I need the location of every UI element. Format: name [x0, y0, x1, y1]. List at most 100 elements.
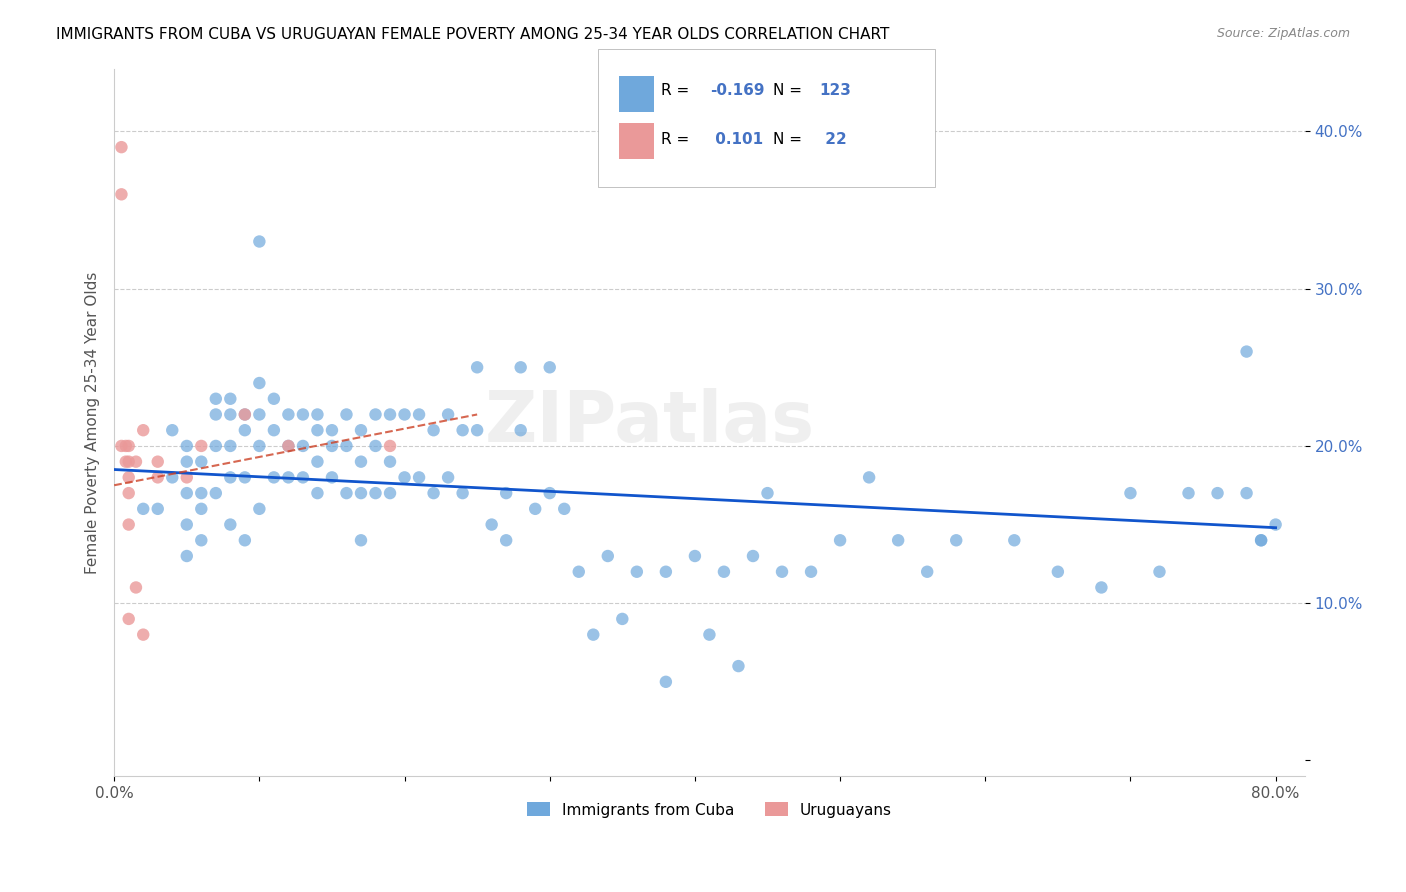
- Point: [110, 187, 132, 202]
- Point: [335, 408, 357, 422]
- Point: [1236, 486, 1258, 500]
- Point: [176, 486, 198, 500]
- Point: [378, 455, 401, 469]
- Point: [307, 408, 329, 422]
- Point: [247, 501, 270, 516]
- Text: Source: ZipAtlas.com: Source: ZipAtlas.com: [1216, 27, 1350, 40]
- Point: [350, 533, 373, 548]
- Point: [110, 439, 132, 453]
- Point: [378, 439, 401, 453]
- Point: [190, 439, 212, 453]
- Point: [190, 501, 212, 516]
- Point: [378, 486, 401, 500]
- Point: [233, 423, 256, 437]
- Point: [146, 455, 169, 469]
- Point: [277, 408, 299, 422]
- Text: 123: 123: [820, 84, 852, 98]
- Point: [509, 360, 531, 375]
- Point: [204, 486, 226, 500]
- Point: [364, 408, 387, 422]
- Point: [263, 392, 285, 406]
- Point: [277, 470, 299, 484]
- Point: [118, 517, 141, 532]
- Point: [118, 486, 141, 500]
- Point: [263, 470, 285, 484]
- Point: [125, 581, 148, 595]
- Point: [422, 486, 444, 500]
- Point: [321, 470, 343, 484]
- Text: N =: N =: [773, 132, 807, 146]
- Point: [233, 470, 256, 484]
- Point: [465, 360, 488, 375]
- Point: [204, 408, 226, 422]
- Text: -0.169: -0.169: [710, 84, 765, 98]
- Point: [626, 565, 648, 579]
- Point: [162, 470, 184, 484]
- Point: [451, 423, 474, 437]
- Point: [538, 486, 561, 500]
- Point: [204, 392, 226, 406]
- Point: [114, 439, 136, 453]
- Point: [582, 627, 605, 641]
- Point: [378, 408, 401, 422]
- Point: [422, 423, 444, 437]
- Point: [394, 408, 416, 422]
- Point: [683, 549, 706, 563]
- Point: [509, 423, 531, 437]
- Point: [291, 439, 314, 453]
- Point: [321, 423, 343, 437]
- Point: [176, 517, 198, 532]
- Point: [437, 470, 460, 484]
- Point: [291, 470, 314, 484]
- Point: [1177, 486, 1199, 500]
- Point: [612, 612, 634, 626]
- Point: [1149, 565, 1171, 579]
- Point: [176, 439, 198, 453]
- Text: 0.101: 0.101: [710, 132, 763, 146]
- Point: [451, 486, 474, 500]
- Text: 22: 22: [820, 132, 846, 146]
- Point: [394, 470, 416, 484]
- Point: [350, 455, 373, 469]
- Point: [553, 501, 575, 516]
- Point: [110, 140, 132, 154]
- Point: [190, 533, 212, 548]
- Point: [1090, 581, 1112, 595]
- Point: [1264, 517, 1286, 532]
- Point: [1206, 486, 1229, 500]
- Point: [335, 439, 357, 453]
- Text: R =: R =: [661, 84, 695, 98]
- Point: [655, 565, 678, 579]
- Point: [219, 408, 242, 422]
- Point: [247, 235, 270, 249]
- Point: [307, 486, 329, 500]
- Point: [204, 439, 226, 453]
- Point: [277, 439, 299, 453]
- Point: [263, 423, 285, 437]
- Point: [495, 486, 517, 500]
- Point: [495, 533, 517, 548]
- Point: [307, 455, 329, 469]
- Point: [247, 408, 270, 422]
- Point: [132, 627, 155, 641]
- Point: [945, 533, 967, 548]
- Point: [118, 439, 141, 453]
- Point: [219, 392, 242, 406]
- Point: [114, 455, 136, 469]
- Point: [350, 423, 373, 437]
- Y-axis label: Female Poverty Among 25-34 Year Olds: Female Poverty Among 25-34 Year Olds: [86, 271, 100, 574]
- Point: [247, 439, 270, 453]
- Point: [756, 486, 779, 500]
- Point: [1250, 533, 1272, 548]
- Point: [727, 659, 749, 673]
- Point: [233, 408, 256, 422]
- Text: R =: R =: [661, 132, 695, 146]
- Text: ZIPatlas: ZIPatlas: [485, 388, 815, 457]
- Point: [887, 533, 910, 548]
- Point: [800, 565, 823, 579]
- Point: [321, 439, 343, 453]
- Point: [915, 565, 938, 579]
- Point: [350, 486, 373, 500]
- Point: [1002, 533, 1025, 548]
- Text: IMMIGRANTS FROM CUBA VS URUGUAYAN FEMALE POVERTY AMONG 25-34 YEAR OLDS CORRELATI: IMMIGRANTS FROM CUBA VS URUGUAYAN FEMALE…: [56, 27, 890, 42]
